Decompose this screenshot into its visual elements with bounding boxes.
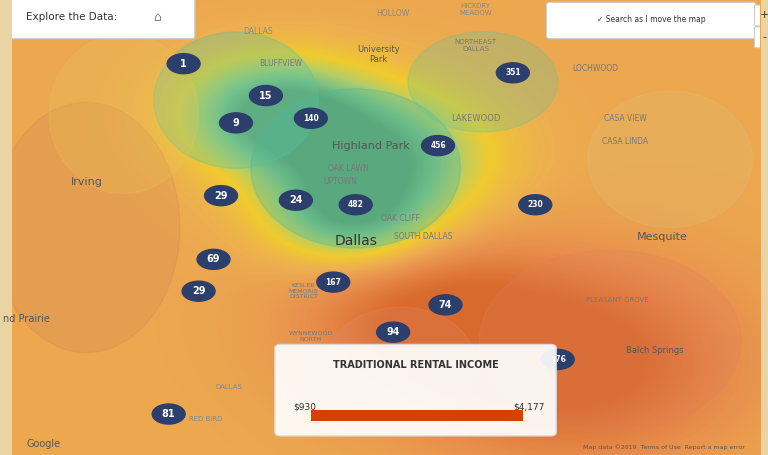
Text: DALLAS: DALLAS	[243, 27, 273, 36]
Text: Explore the Data:: Explore the Data:	[26, 12, 117, 22]
Text: nd Prairie: nd Prairie	[3, 313, 50, 324]
Text: 176: 176	[550, 355, 566, 364]
Text: 230: 230	[528, 200, 543, 209]
Circle shape	[204, 186, 237, 206]
Text: HIGHLAND
MEADOWS: HIGHLAND MEADOWS	[569, 12, 606, 25]
FancyBboxPatch shape	[754, 27, 768, 48]
Circle shape	[422, 136, 455, 156]
FancyBboxPatch shape	[547, 2, 756, 39]
Text: 9: 9	[233, 118, 240, 128]
Ellipse shape	[251, 89, 461, 248]
Text: Highland Park: Highland Park	[332, 141, 409, 151]
Ellipse shape	[588, 91, 753, 228]
Text: Irving: Irving	[71, 177, 102, 187]
Text: HICKORY
MEADOW: HICKORY MEADOW	[459, 3, 492, 15]
Text: CASA LINDA: CASA LINDA	[602, 136, 648, 146]
FancyBboxPatch shape	[275, 344, 556, 436]
Text: HOLLOW: HOLLOW	[376, 9, 410, 18]
Ellipse shape	[49, 34, 199, 193]
Circle shape	[519, 195, 551, 215]
Text: ⌂: ⌂	[154, 11, 161, 24]
Text: 94: 94	[386, 327, 400, 337]
Text: LAKEWOOD: LAKEWOOD	[451, 114, 500, 123]
Text: $4,177: $4,177	[514, 403, 545, 412]
Circle shape	[317, 272, 349, 292]
Text: University
Park: University Park	[357, 45, 399, 64]
Circle shape	[152, 404, 185, 424]
Circle shape	[280, 190, 313, 210]
Text: BLUFFVIEW: BLUFFVIEW	[260, 59, 303, 68]
Circle shape	[220, 113, 253, 133]
Text: SOUTH DALLAS: SOUTH DALLAS	[394, 232, 452, 241]
Text: 140: 140	[303, 114, 319, 123]
Text: Google: Google	[27, 439, 61, 449]
Circle shape	[339, 195, 372, 215]
Text: 81: 81	[162, 409, 175, 419]
Text: OAK CLIFF: OAK CLIFF	[381, 214, 420, 223]
Ellipse shape	[154, 32, 318, 168]
Text: 351: 351	[505, 68, 521, 77]
Text: KESLER
MEMORIS
DISTRICT: KESLER MEMORIS DISTRICT	[289, 283, 318, 299]
Circle shape	[197, 249, 230, 269]
Text: DALLAS: DALLAS	[215, 384, 242, 390]
Text: WYNNEWOOD
NORTH: WYNNEWOOD NORTH	[289, 331, 333, 342]
Circle shape	[541, 349, 574, 369]
Text: 74: 74	[439, 300, 452, 310]
Text: OAK LAWN: OAK LAWN	[328, 164, 369, 173]
Text: LOCHWOOD: LOCHWOOD	[572, 64, 618, 73]
Ellipse shape	[408, 32, 558, 132]
Text: 69: 69	[207, 254, 220, 264]
Ellipse shape	[479, 250, 741, 432]
Text: Mesquite: Mesquite	[637, 232, 688, 242]
Text: PLEASANT GROVE: PLEASANT GROVE	[586, 297, 649, 303]
Text: 456: 456	[430, 141, 446, 150]
Circle shape	[376, 322, 409, 342]
FancyBboxPatch shape	[754, 5, 768, 26]
Text: 29: 29	[214, 191, 228, 201]
Circle shape	[294, 108, 327, 128]
Text: -: -	[762, 32, 766, 42]
Ellipse shape	[326, 307, 475, 421]
Text: Balch Springs: Balch Springs	[626, 346, 684, 355]
Text: 29: 29	[192, 286, 205, 296]
Ellipse shape	[0, 102, 180, 353]
Text: RED BIRD: RED BIRD	[190, 415, 223, 422]
Text: CASA VIEW: CASA VIEW	[604, 114, 647, 123]
Text: UPTOWN: UPTOWN	[324, 177, 358, 187]
Text: 1: 1	[180, 59, 187, 69]
Text: TRADITIONAL RENTAL INCOME: TRADITIONAL RENTAL INCOME	[333, 360, 498, 370]
Circle shape	[167, 54, 200, 74]
Circle shape	[429, 295, 462, 315]
Text: 24: 24	[289, 195, 303, 205]
Text: ✓ Search as I move the map: ✓ Search as I move the map	[597, 15, 706, 24]
Text: 167: 167	[326, 278, 341, 287]
Circle shape	[250, 86, 283, 106]
Text: +: +	[760, 10, 768, 20]
Text: Dallas: Dallas	[334, 234, 377, 248]
Text: 15: 15	[259, 91, 273, 101]
Text: Map data ©2019  Terms of Use  Report a map error: Map data ©2019 Terms of Use Report a map…	[583, 444, 745, 450]
Text: 482: 482	[348, 200, 363, 209]
Text: NORTHEAST
DALLAS: NORTHEAST DALLAS	[455, 39, 496, 52]
Circle shape	[182, 281, 215, 301]
FancyBboxPatch shape	[8, 0, 195, 39]
Circle shape	[496, 63, 529, 83]
Text: $930: $930	[293, 403, 316, 412]
